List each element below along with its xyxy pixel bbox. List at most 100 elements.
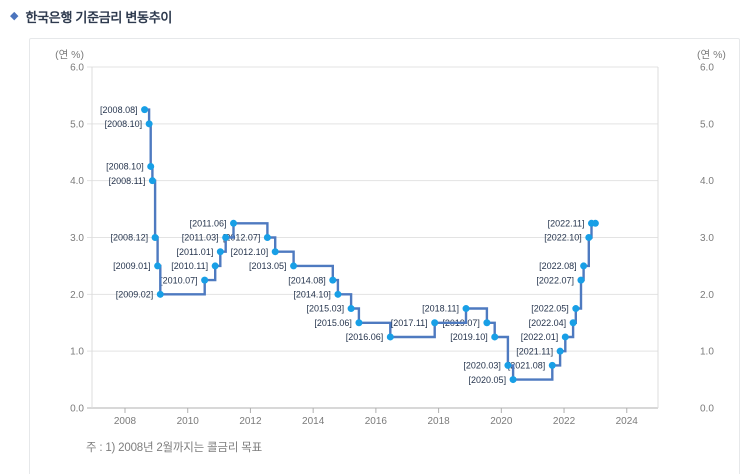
rate-point-label: [2014.08]: [288, 275, 326, 285]
rate-point-marker: [561, 333, 569, 341]
unit-label-left: (연 %): [55, 49, 84, 61]
y-tick-label-left: 3.0: [70, 233, 84, 244]
rate-point-label: [2014.10]: [293, 290, 331, 300]
y-tick-label-right: 1.0: [700, 347, 714, 358]
y-tick-label-left: 2.0: [70, 290, 84, 301]
rate-point-label: [2019.10]: [450, 332, 488, 342]
y-tick-label-right: 6.0: [700, 63, 714, 74]
rate-point-marker: [271, 248, 279, 256]
x-tick-label: 2010: [177, 416, 200, 427]
rate-point-label: [2016.06]: [346, 332, 384, 342]
unit-label-right: (연 %): [697, 49, 726, 61]
rate-point-label: [2010.07]: [160, 275, 198, 285]
rate-point-marker: [591, 219, 599, 227]
rate-point-marker: [569, 319, 577, 327]
rate-point-marker: [148, 177, 156, 185]
y-tick-label-right: 4.0: [700, 176, 714, 187]
rate-point-marker: [577, 276, 585, 284]
chart-title-row: ◆ 한국은행 기준금리 변동추이: [10, 7, 172, 26]
rate-point-label: [2020.05]: [469, 375, 507, 385]
rate-point-label: [2015.06]: [314, 318, 352, 328]
y-tick-label-right: 3.0: [700, 233, 714, 244]
rate-point-label: [2018.11]: [422, 304, 459, 314]
rate-point-marker: [263, 234, 271, 241]
rate-point-label: [2022.04]: [529, 318, 567, 328]
rate-point-marker: [154, 262, 162, 270]
diamond-bullet-icon: ◆: [10, 10, 19, 22]
rate-point-label: [2012.10]: [231, 247, 269, 257]
rate-point-label: [2022.10]: [544, 233, 582, 243]
y-tick-label-left: 5.0: [70, 119, 84, 130]
rate-point-label: [2022.07]: [536, 275, 574, 285]
rate-step-line: [144, 108, 596, 381]
rate-point-label: [2009.01]: [113, 261, 151, 271]
rate-point-marker: [151, 234, 159, 241]
y-tick-label-right: 0.0: [700, 404, 714, 415]
x-tick-label: 2012: [239, 416, 262, 427]
x-tick-label: 2018: [427, 416, 450, 427]
y-tick-label-left: 1.0: [70, 347, 84, 358]
rate-point-label: [2008.10]: [106, 162, 144, 172]
rate-point-label: [2008.08]: [100, 105, 138, 115]
rate-point-label: [2021.08]: [508, 361, 546, 371]
rate-point-marker: [572, 305, 580, 313]
rate-point-label: [2011.01]: [176, 247, 213, 257]
rate-point-marker: [347, 305, 355, 313]
y-tick-label-right: 5.0: [700, 119, 714, 130]
rate-point-marker: [504, 361, 512, 369]
rate-point-marker: [580, 262, 588, 270]
chart-footnote: 주 : 1) 2008년 2월까지는 콜금리 목표: [86, 442, 262, 454]
rate-point-marker: [329, 276, 337, 284]
rate-point-label: [2022.05]: [531, 304, 569, 314]
rate-point-label: [2021.11]: [516, 346, 553, 356]
rate-point-marker: [355, 319, 363, 327]
rate-point-marker: [211, 262, 219, 270]
rate-point-marker: [509, 376, 517, 384]
rate-point-marker: [483, 319, 491, 327]
rate-point-marker: [585, 234, 593, 241]
rate-point-label: [2017.11]: [391, 318, 428, 328]
y-tick-label-left: 4.0: [70, 176, 84, 187]
x-tick-label: 2008: [114, 416, 137, 427]
rate-point-marker: [147, 162, 155, 170]
y-tick-label-left: 0.0: [70, 404, 84, 415]
rate-point-label: [2009.02]: [116, 290, 154, 300]
rate-point-marker: [491, 333, 499, 341]
rate-point-label: [2010.11]: [171, 261, 208, 271]
rate-point-marker: [462, 305, 470, 313]
rate-point-label: [2008.10]: [105, 119, 143, 129]
x-tick-label: 2016: [365, 416, 388, 427]
y-tick-label-right: 2.0: [700, 290, 714, 301]
x-tick-label: 2014: [302, 416, 325, 427]
rate-point-marker: [156, 290, 164, 298]
rate-point-label: [2022.11]: [548, 218, 585, 228]
rate-point-marker: [290, 262, 298, 270]
rate-point-label: [2013.05]: [249, 261, 287, 271]
rate-point-label: [2011.03]: [182, 233, 219, 243]
rate-point-label: [2022.08]: [539, 261, 577, 271]
rate-point-marker: [216, 248, 224, 256]
x-tick-label: 2024: [616, 416, 639, 427]
rate-point-marker: [201, 276, 209, 284]
rate-point-marker: [334, 290, 342, 298]
rate-point-label: [2012.07]: [223, 233, 261, 243]
rate-point-label: [2008.11]: [109, 176, 146, 186]
page-title: 한국은행 기준금리 변동추이: [25, 10, 173, 25]
rate-point-marker: [230, 219, 238, 227]
rate-point-marker: [222, 234, 230, 241]
rate-point-label: [2008.12]: [111, 233, 149, 243]
rate-point-label: [2015.03]: [307, 304, 345, 314]
rate-point-label: [2022.01]: [521, 332, 559, 342]
rate-point-marker: [145, 120, 153, 128]
y-tick-label-left: 6.0: [70, 63, 84, 74]
rate-point-marker: [386, 333, 394, 341]
x-tick-label: 2022: [553, 416, 576, 427]
rate-point-label: [2011.06]: [190, 218, 227, 228]
rate-point-marker: [556, 347, 564, 355]
rate-point-marker: [141, 106, 149, 114]
rate-point-marker: [548, 361, 556, 369]
x-tick-label: 2020: [490, 416, 513, 427]
rate-point-label: [2020.03]: [463, 361, 501, 371]
rate-point-marker: [431, 319, 439, 327]
